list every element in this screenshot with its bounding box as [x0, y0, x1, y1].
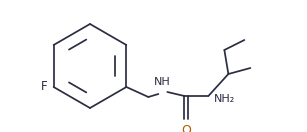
Text: NH: NH: [154, 77, 171, 87]
Text: NH₂: NH₂: [214, 94, 236, 104]
Text: O: O: [181, 124, 191, 132]
Text: F: F: [41, 81, 48, 93]
